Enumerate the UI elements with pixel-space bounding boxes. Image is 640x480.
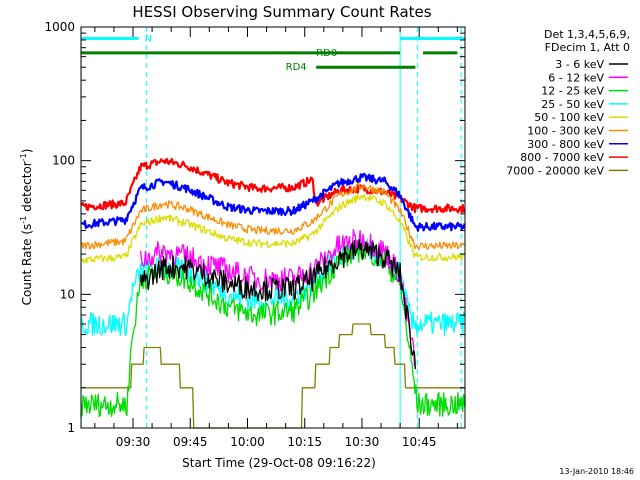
series-line-8 — [80, 157, 465, 214]
legend-label-9: 7000 - 20000 keV — [506, 164, 604, 177]
series-line-5 — [80, 193, 465, 264]
annotation-layer: N RD0 RD4 — [81, 34, 465, 73]
y-axis-title: Count Rate (s-1 detector-1) — [19, 149, 34, 306]
annotation-label-3: RD0 — [316, 48, 337, 59]
y-tick-label-4: 1000 — [44, 20, 75, 34]
x-tick-label-3: 10:00 — [230, 435, 265, 449]
chart-title: HESSI Observing Summary Count Rates — [132, 3, 431, 21]
series-line-6 — [80, 182, 465, 251]
x-axis: 09:30 09:45 10:00 10:15 10:30 10:45 — [94, 27, 458, 449]
series-line-1 — [139, 238, 417, 370]
annotation-label-5: RD4 — [286, 62, 307, 73]
x-tick-label-2: 09:45 — [173, 435, 208, 449]
series-layer — [80, 157, 466, 429]
y-axis: 1 10 100 1000 — [44, 20, 465, 435]
legend-label-6: 100 - 300 keV — [527, 125, 604, 138]
y-tick-label-3: 100 — [52, 154, 75, 168]
annotation-label-1: N — [144, 34, 151, 45]
legend-label-1: 3 - 6 keV — [555, 58, 604, 71]
legend-label-3: 12 - 25 keV — [541, 85, 604, 98]
legend-label-7: 300 - 800 keV — [527, 138, 604, 151]
x-tick-label-4: 10:15 — [287, 435, 322, 449]
x-tick-label-5: 10:30 — [345, 435, 380, 449]
legend-label-2: 6 - 12 keV — [548, 71, 604, 84]
legend: Det 1,3,4,5,6,9, FDecim 1, Att 0 3 - 6 k… — [506, 28, 630, 177]
y-tick-label-1: 1 — [67, 421, 75, 435]
legend-label-4: 25 - 50 keV — [541, 98, 604, 111]
legend-label-5: 50 - 100 keV — [534, 111, 604, 124]
x-axis-title: Start Time (29-Oct-08 09:16:22) — [182, 456, 376, 470]
legend-header-line-2: FDecim 1, Att 0 — [545, 41, 630, 54]
legend-header-line-1: Det 1,3,4,5,6,9, — [544, 28, 630, 41]
plot-frame — [80, 26, 466, 429]
series-line-7 — [80, 172, 466, 232]
y-tick-label-2: 10 — [60, 287, 75, 301]
legend-label-8: 800 - 7000 keV — [520, 151, 604, 164]
x-tick-label-1: 09:30 — [116, 435, 151, 449]
x-tick-label-6: 10:45 — [402, 435, 437, 449]
series-line-3 — [80, 238, 466, 418]
footer-timestamp: 13-Jan-2010 18:46 — [559, 467, 634, 476]
